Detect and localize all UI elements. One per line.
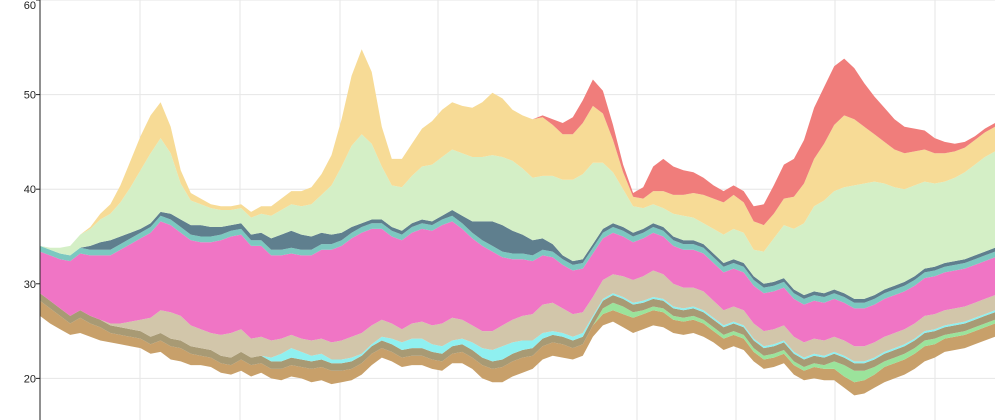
y-tick-label: 30 [24,279,36,291]
stream-series-5 [40,270,995,362]
stream-series-7 [40,215,995,309]
stream-series-10 [40,49,995,252]
series-group [40,49,995,396]
stream-series-8 [40,210,995,303]
stream-series-9 [40,134,995,299]
stream-series-3 [40,293,995,371]
y-tick-label: 40 [24,184,36,196]
y-tick-label: 20 [24,373,36,385]
y-tick-label: 60 [24,0,36,12]
stream-series-4 [40,293,995,364]
y-tick-label: 50 [24,90,36,102]
stream-series-11 [40,49,995,248]
stream-series-6 [40,221,995,347]
y-axis-ticks: 20 30 40 50 60 [24,0,40,385]
stream-series-1 [40,300,995,396]
